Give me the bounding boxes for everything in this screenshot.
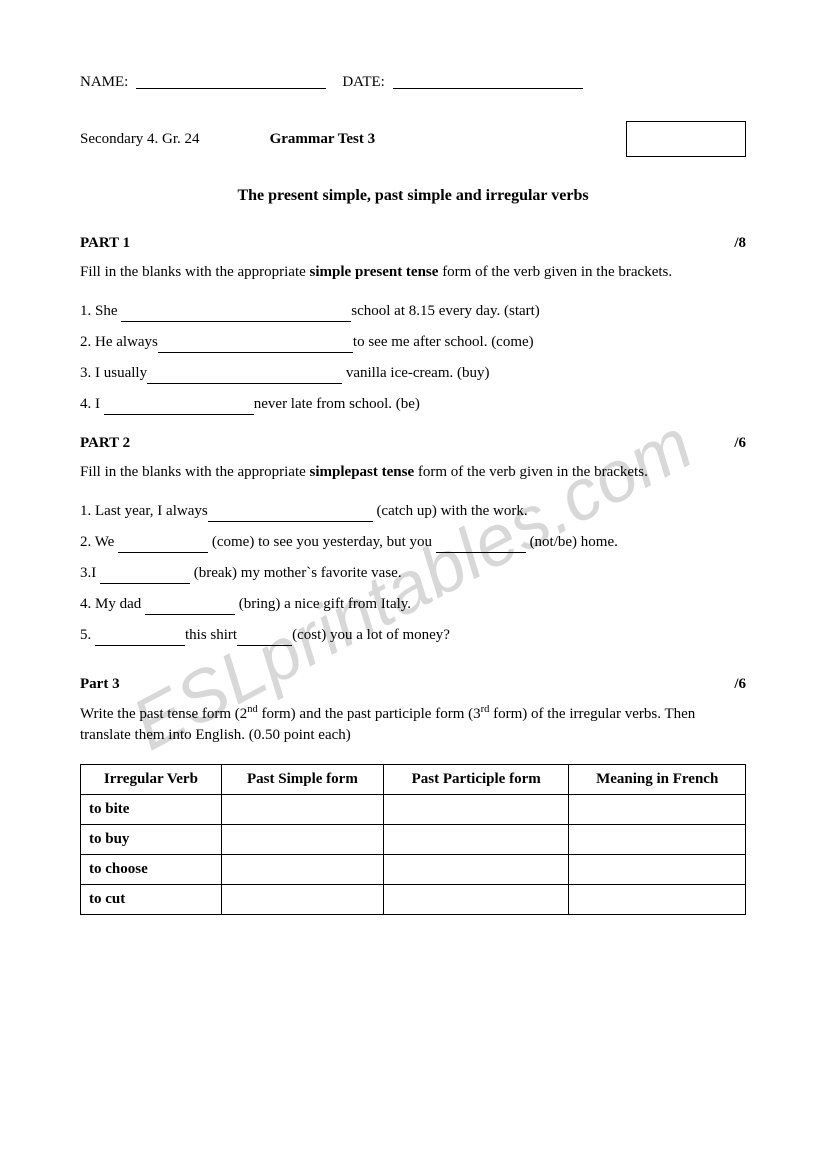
part1-label: PART 1 xyxy=(80,233,130,254)
p2-q1-pre: 1. Last year, I always xyxy=(80,503,208,519)
p2-q2-blank1[interactable] xyxy=(118,538,208,554)
part3-points: /6 xyxy=(734,674,746,695)
table-row: to cut xyxy=(81,885,746,915)
table-row: to buy xyxy=(81,825,746,855)
cell-meaning[interactable] xyxy=(569,855,746,885)
p2-q3-post: (break) my mother`s favorite vase. xyxy=(190,565,402,581)
cell-past-participle[interactable] xyxy=(384,885,569,915)
part1-inst-pre: Fill in the blanks with the appropriate xyxy=(80,264,310,280)
p1-q2-pre: 2. He always xyxy=(80,334,158,350)
p2-q2-pre: 2. We xyxy=(80,534,118,550)
part3-label: Part 3 xyxy=(80,674,120,695)
p2-q4-post: (bring) a nice gift from Italy. xyxy=(235,596,411,612)
cell-meaning[interactable] xyxy=(569,795,746,825)
cell-past-simple[interactable] xyxy=(221,855,383,885)
cell-past-simple[interactable] xyxy=(221,885,383,915)
p1-q3-pre: 3. I usually xyxy=(80,365,147,381)
p1-q1-pre: 1. She xyxy=(80,303,121,319)
cell-past-simple[interactable] xyxy=(221,825,383,855)
p1-q1: 1. She school at 8.15 every day. (start) xyxy=(80,301,746,322)
part1-inst-bold: simple present tense xyxy=(310,264,439,280)
p2-q3: 3.I (break) my mother`s favorite vase. xyxy=(80,563,746,584)
part2-inst-bold: simplepast tense xyxy=(310,464,415,480)
cell-past-simple[interactable] xyxy=(221,795,383,825)
p2-q5-mid: this shirt xyxy=(185,627,237,643)
main-title: The present simple, past simple and irre… xyxy=(80,185,746,207)
p2-q5-blank1[interactable] xyxy=(95,631,185,647)
cell-verb: to buy xyxy=(81,825,222,855)
part1-header: PART 1 /8 xyxy=(80,233,746,254)
part2-inst-pre: Fill in the blanks with the appropriate xyxy=(80,464,310,480)
cell-past-participle[interactable] xyxy=(384,795,569,825)
p2-q4: 4. My dad (bring) a nice gift from Italy… xyxy=(80,594,746,615)
p2-q2: 2. We (come) to see you yesterday, but y… xyxy=(80,532,746,553)
p1-q4-blank[interactable] xyxy=(104,400,254,416)
part3-instructions: Write the past tense form (2nd form) and… xyxy=(80,703,746,746)
p2-q2-blank2[interactable] xyxy=(436,538,526,554)
score-box[interactable] xyxy=(626,121,746,157)
cell-past-participle[interactable] xyxy=(384,855,569,885)
p1-q2: 2. He always to see me after school. (com… xyxy=(80,332,746,353)
p3-sup-nd: nd xyxy=(247,704,258,715)
part2-instructions: Fill in the blanks with the appropriate … xyxy=(80,462,746,483)
p2-q1: 1. Last year, I always (catch up) with t… xyxy=(80,501,746,522)
p3-inst-a: Write the past tense form (2 xyxy=(80,706,247,722)
name-label: NAME: xyxy=(80,72,128,93)
cell-past-participle[interactable] xyxy=(384,825,569,855)
p1-q3: 3. I usually vanilla ice-cream. (buy) xyxy=(80,363,746,384)
th-meaning: Meaning in French xyxy=(569,765,746,795)
part1-inst-post: form of the verb given in the brackets. xyxy=(438,264,672,280)
th-past-participle: Past Participle form xyxy=(384,765,569,795)
p1-q2-post: to see me after school. (come) xyxy=(353,334,534,350)
table-row: to bite xyxy=(81,795,746,825)
worksheet-content: NAME: DATE: Secondary 4. Gr. 24 Grammar … xyxy=(80,72,746,915)
cell-meaning[interactable] xyxy=(569,885,746,915)
subheader-row: Secondary 4. Gr. 24 Grammar Test 3 xyxy=(80,121,746,157)
class-label: Secondary 4. Gr. 24 xyxy=(80,129,200,150)
cell-verb: to choose xyxy=(81,855,222,885)
part1-instructions: Fill in the blanks with the appropriate … xyxy=(80,262,746,283)
part2-inst-post: form of the verb given in the brackets. xyxy=(414,464,648,480)
part2-label: PART 2 xyxy=(80,433,130,454)
p2-q3-blank[interactable] xyxy=(100,569,190,585)
date-label: DATE: xyxy=(342,72,385,93)
p2-q2-mid: (come) to see you yesterday, but you xyxy=(208,534,436,550)
p2-q4-pre: 4. My dad xyxy=(80,596,145,612)
p2-q5: 5. this shirt (cost) you a lot of money? xyxy=(80,625,746,646)
table-row: to choose xyxy=(81,855,746,885)
part3-header: Part 3 /6 xyxy=(80,674,746,695)
th-verb: Irregular Verb xyxy=(81,765,222,795)
verb-table: Irregular Verb Past Simple form Past Par… xyxy=(80,764,746,915)
header-row: NAME: DATE: xyxy=(80,72,746,93)
p1-q4-post: never late from school. (be) xyxy=(254,396,420,412)
p1-q4: 4. I never late from school. (be) xyxy=(80,394,746,415)
p1-q2-blank[interactable] xyxy=(158,338,353,354)
part2-points: /6 xyxy=(734,433,746,454)
p2-q1-blank[interactable] xyxy=(208,507,373,523)
p2-q5-pre: 5. xyxy=(80,627,95,643)
table-header-row: Irregular Verb Past Simple form Past Par… xyxy=(81,765,746,795)
p1-q1-blank[interactable] xyxy=(121,307,351,323)
p1-q1-post: school at 8.15 every day. (start) xyxy=(351,303,540,319)
name-input-line[interactable] xyxy=(136,72,326,89)
cell-verb: to bite xyxy=(81,795,222,825)
p2-q2-post: (not/be) home. xyxy=(526,534,618,550)
test-title: Grammar Test 3 xyxy=(270,129,376,150)
p2-q1-post: (catch up) with the work. xyxy=(373,503,528,519)
part2-header: PART 2 /6 xyxy=(80,433,746,454)
cell-verb: to cut xyxy=(81,885,222,915)
date-input-line[interactable] xyxy=(393,72,583,89)
p2-q5-blank2[interactable] xyxy=(237,631,292,647)
p2-q5-post: (cost) you a lot of money? xyxy=(292,627,450,643)
p2-q4-blank[interactable] xyxy=(145,600,235,616)
cell-meaning[interactable] xyxy=(569,825,746,855)
p1-q3-post: vanilla ice-cream. (buy) xyxy=(342,365,489,381)
p1-q3-blank[interactable] xyxy=(147,369,342,385)
th-past-simple: Past Simple form xyxy=(221,765,383,795)
p3-inst-b: form) and the past participle form (3 xyxy=(258,706,481,722)
p2-q3-pre: 3.I xyxy=(80,565,100,581)
p1-q4-pre: 4. I xyxy=(80,396,104,412)
part1-points: /8 xyxy=(734,233,746,254)
